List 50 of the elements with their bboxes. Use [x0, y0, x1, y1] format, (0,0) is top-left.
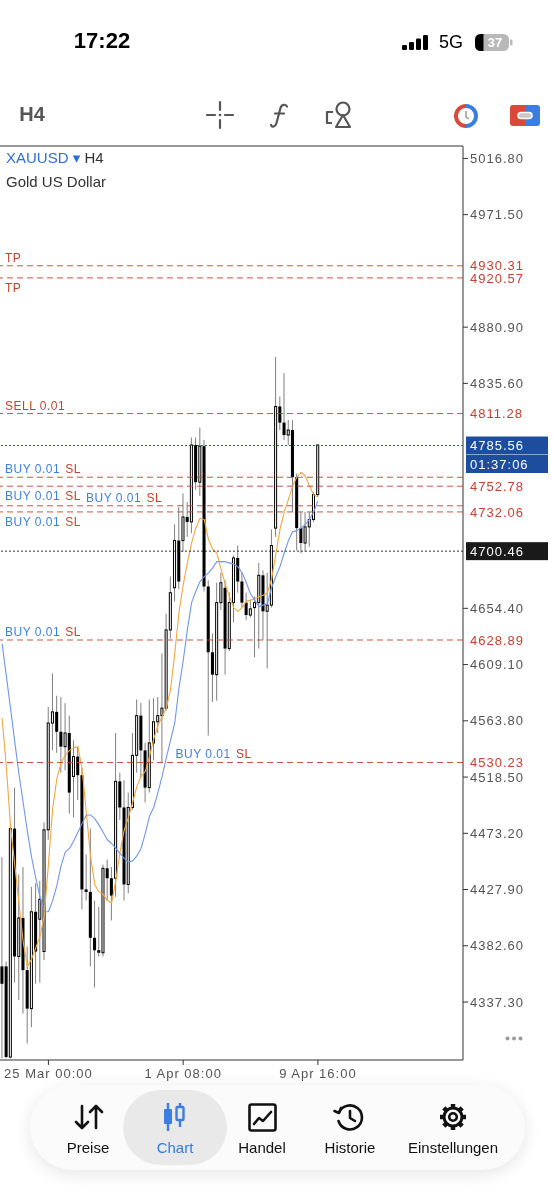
y-tick-label: 4700.46 [470, 543, 524, 559]
text: Chart [156, 1139, 194, 1156]
annotation: BUY 0.01 [5, 462, 61, 477]
annotation: BUY 0.01 [86, 490, 142, 505]
y-tick-label: 4337.30 [470, 994, 524, 1010]
y-tick-label: 4752.78 [470, 478, 524, 494]
ref-line-label: SL [146, 490, 163, 505]
ref-line-label: TP [5, 280, 22, 295]
line-series [1, 471, 319, 967]
ref-line-label: SL [65, 462, 82, 477]
ref-line-label: SL [65, 625, 82, 640]
y-tick-label: 4732.06 [470, 504, 524, 520]
text: 5G [438, 32, 464, 52]
annotation: BUY 0.01 [5, 489, 61, 504]
y-tick-label: 4473.20 [470, 825, 524, 841]
text: Gold US Dollar [6, 173, 107, 190]
text: H4 [19, 103, 45, 125]
y-tick-label: 4563.80 [470, 713, 524, 729]
text: Historie [324, 1139, 376, 1156]
text: 37 [487, 35, 503, 50]
ref-line-label: SL [65, 514, 82, 529]
annotation: BUY 0.01 [5, 514, 61, 529]
y-tick-label: 4530.23 [470, 755, 524, 771]
chart-title: XAUUSD ▾ H4 [6, 149, 104, 166]
text: 17:22 [73, 28, 131, 53]
y-tick-label: 4654.40 [470, 601, 524, 617]
text: Preise [66, 1139, 110, 1156]
x-tick-label: 9 Apr 16:00 [279, 1066, 357, 1081]
y-tick-label: 4427.90 [470, 882, 524, 898]
x-tick-label: 25 Mar 00:00 [4, 1066, 93, 1081]
y-tick-label: 4382.60 [470, 938, 524, 954]
ref-line-label: SELL 0.01 [5, 398, 66, 413]
y-tick-label: 4628.89 [470, 632, 524, 648]
text: Einstellungen [407, 1139, 499, 1156]
y-tick-label: 4811.28 [470, 406, 524, 422]
y-tick-label: 4835.60 [470, 376, 524, 392]
y-tick-label: 4785.56 [470, 438, 524, 454]
annotation: BUY 0.01 [5, 624, 61, 639]
ref-line-label: SL [65, 489, 82, 504]
y-tick-label: 4880.90 [470, 319, 524, 335]
annotation: BUY 0.01 [175, 747, 231, 762]
y-tick-label: 4518.50 [470, 769, 524, 785]
y-tick-label: 4609.10 [470, 657, 524, 673]
y-tick-label: 4971.50 [470, 207, 524, 223]
ref-line-label: TP [5, 250, 22, 265]
ref-line-label: SL [235, 747, 252, 762]
y-tick-label: 5016.80 [470, 151, 524, 167]
text: 01:37:06 [466, 455, 548, 473]
x-tick-label: 1 Apr 08:00 [144, 1066, 222, 1081]
text: Handel [238, 1139, 286, 1156]
